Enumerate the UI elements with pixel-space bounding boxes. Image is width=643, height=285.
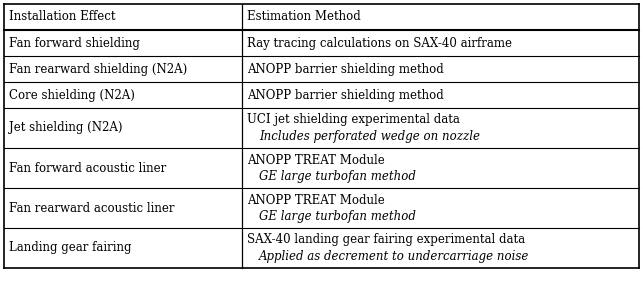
Text: Core shielding (N2A): Core shielding (N2A): [9, 89, 135, 101]
Text: Estimation Method: Estimation Method: [247, 11, 361, 23]
Text: Ray tracing calculations on SAX-40 airframe: Ray tracing calculations on SAX-40 airfr…: [247, 36, 512, 50]
Text: Fan rearward shielding (N2A): Fan rearward shielding (N2A): [9, 62, 187, 76]
Text: GE large turbofan method: GE large turbofan method: [259, 210, 416, 223]
Text: Includes perforated wedge on nozzle: Includes perforated wedge on nozzle: [259, 130, 480, 143]
Text: GE large turbofan method: GE large turbofan method: [259, 170, 416, 183]
Text: ANOPP TREAT Module: ANOPP TREAT Module: [247, 194, 385, 207]
Text: ANOPP barrier shielding method: ANOPP barrier shielding method: [247, 62, 444, 76]
Text: Installation Effect: Installation Effect: [9, 11, 116, 23]
Text: Landing gear fairing: Landing gear fairing: [9, 241, 132, 255]
Text: Jet shielding (N2A): Jet shielding (N2A): [9, 121, 123, 135]
Text: UCI jet shielding experimental data: UCI jet shielding experimental data: [247, 113, 460, 127]
Text: Fan forward shielding: Fan forward shielding: [9, 36, 140, 50]
Text: SAX-40 landing gear fairing experimental data: SAX-40 landing gear fairing experimental…: [247, 233, 525, 247]
Text: Fan forward acoustic liner: Fan forward acoustic liner: [9, 162, 167, 174]
Text: ANOPP barrier shielding method: ANOPP barrier shielding method: [247, 89, 444, 101]
Text: Applied as decrement to undercarriage noise: Applied as decrement to undercarriage no…: [259, 250, 529, 263]
Text: Fan rearward acoustic liner: Fan rearward acoustic liner: [9, 201, 174, 215]
Text: ANOPP TREAT Module: ANOPP TREAT Module: [247, 154, 385, 166]
